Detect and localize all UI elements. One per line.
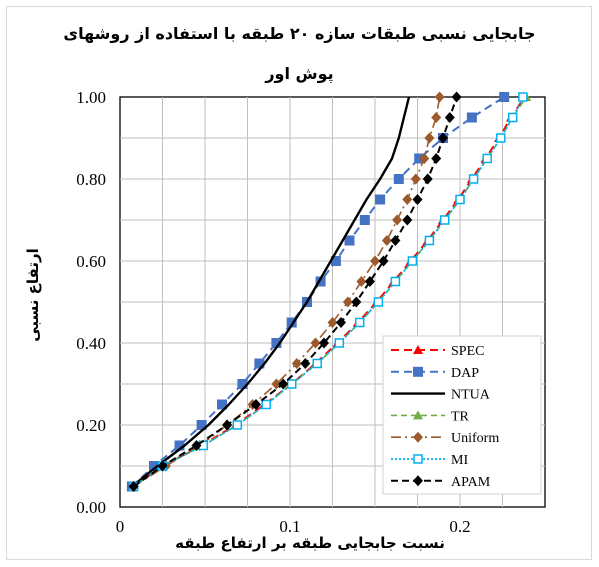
data-point-mi (439, 215, 450, 225)
data-point-uniform (370, 255, 380, 267)
legend-label-dap: DAP (451, 366, 479, 381)
x-tick-label: 0.1 (279, 517, 300, 536)
data-point-apam (412, 194, 423, 205)
data-point-dap (393, 174, 404, 184)
data-point-uniform (310, 337, 321, 349)
data-point-dap (315, 276, 326, 287)
x-tick-label: 0 (116, 517, 125, 536)
data-point-apam (278, 378, 289, 390)
data-point-apam (444, 112, 455, 123)
x-tick-label: 0.2 (449, 517, 470, 536)
data-point-uniform (402, 194, 413, 205)
legend-marker-uniform (413, 431, 423, 443)
data-point-uniform (431, 112, 442, 123)
data-point-mi (354, 317, 365, 328)
data-point-uniform (327, 317, 338, 328)
data-point-dap (217, 399, 227, 410)
data-point-mi (334, 338, 345, 348)
data-point-apam (364, 276, 375, 287)
data-point-dap (196, 420, 207, 430)
data-point-mi (261, 399, 271, 410)
data-point-dap (286, 317, 297, 328)
y-tick-label: 0.00 (76, 498, 106, 517)
legend-label-uniform: Uniform (451, 431, 499, 446)
data-point-mi (482, 153, 492, 164)
data-point-apam (351, 296, 362, 308)
data-point-uniform (419, 153, 430, 164)
data-point-apam (222, 419, 233, 431)
data-point-mi (424, 235, 435, 246)
legend-marker-mi (413, 454, 423, 464)
data-point-apam (438, 132, 448, 144)
data-point-apam (422, 173, 433, 185)
data-point-uniform (356, 276, 367, 287)
data-point-apam (157, 460, 168, 472)
data-point-dap (466, 112, 477, 123)
data-point-apam (431, 153, 442, 164)
data-point-mi (496, 133, 506, 143)
data-point-dap (330, 256, 341, 266)
data-point-dap (271, 338, 282, 348)
legend-box (382, 335, 542, 495)
data-point-dap (375, 194, 386, 205)
data-point-dap (414, 153, 425, 164)
data-point-dap (359, 215, 370, 225)
legend-marker-apam (413, 475, 423, 487)
data-point-apam (336, 317, 346, 328)
data-point-dap (254, 358, 265, 369)
data-point-dap (237, 379, 248, 389)
data-point-apam (390, 235, 401, 246)
data-point-uniform (434, 91, 445, 103)
chart-title-line-1: جابجایی نسبی طبقات سازه ۲۰ طبقه با استفا… (63, 24, 536, 43)
data-point-dap (174, 440, 185, 451)
data-point-uniform (410, 173, 421, 185)
legend-label-mi: MI (451, 453, 468, 468)
legend-label-ntua: NTUA (451, 388, 491, 403)
data-point-mi (390, 276, 401, 287)
data-point-apam (378, 255, 389, 267)
data-point-mi (232, 420, 243, 430)
data-point-dap (499, 92, 510, 102)
data-point-apam (451, 91, 462, 103)
data-point-mi (286, 379, 297, 389)
data-point-dap (149, 461, 159, 471)
data-point-mi (455, 194, 465, 205)
data-point-uniform (342, 296, 353, 308)
y-tick-label: 0.40 (76, 334, 106, 353)
y-tick-label: 0.20 (76, 416, 106, 435)
y-tick-label: 0.80 (76, 170, 106, 189)
data-point-apam (300, 358, 311, 369)
data-point-dap (344, 235, 355, 246)
legend-marker-tr (413, 410, 423, 420)
data-point-uniform (392, 214, 403, 226)
legend-marker-dap (413, 366, 423, 377)
data-point-mi (518, 92, 528, 102)
data-point-mi (468, 174, 479, 184)
data-point-apam (191, 440, 202, 451)
data-point-apam (402, 214, 413, 226)
data-point-uniform (381, 235, 392, 246)
data-point-uniform (291, 358, 302, 369)
data-point-mi (312, 358, 322, 369)
legend-label-tr: TR (451, 409, 470, 424)
data-point-mi (507, 112, 518, 123)
y-tick-label: 0.60 (76, 252, 106, 271)
data-point-mi (373, 297, 384, 307)
legend-label-apam: APAM (451, 475, 491, 490)
data-point-apam (128, 481, 139, 492)
legend-marker-spec (413, 345, 423, 354)
y-tick-label: 1.00 (76, 88, 106, 107)
legend-label-spec: SPEC (451, 344, 484, 359)
data-point-apam (319, 337, 329, 349)
data-point-apam (251, 399, 261, 410)
chart-title-line-2: پوش اور (265, 64, 334, 83)
data-point-uniform (424, 132, 435, 144)
data-point-mi (407, 256, 418, 266)
x-axis-label: نسبت جابجایی طبقه بر ارتفاع طبقه (175, 534, 445, 552)
series-line-ntua (131, 96, 411, 488)
